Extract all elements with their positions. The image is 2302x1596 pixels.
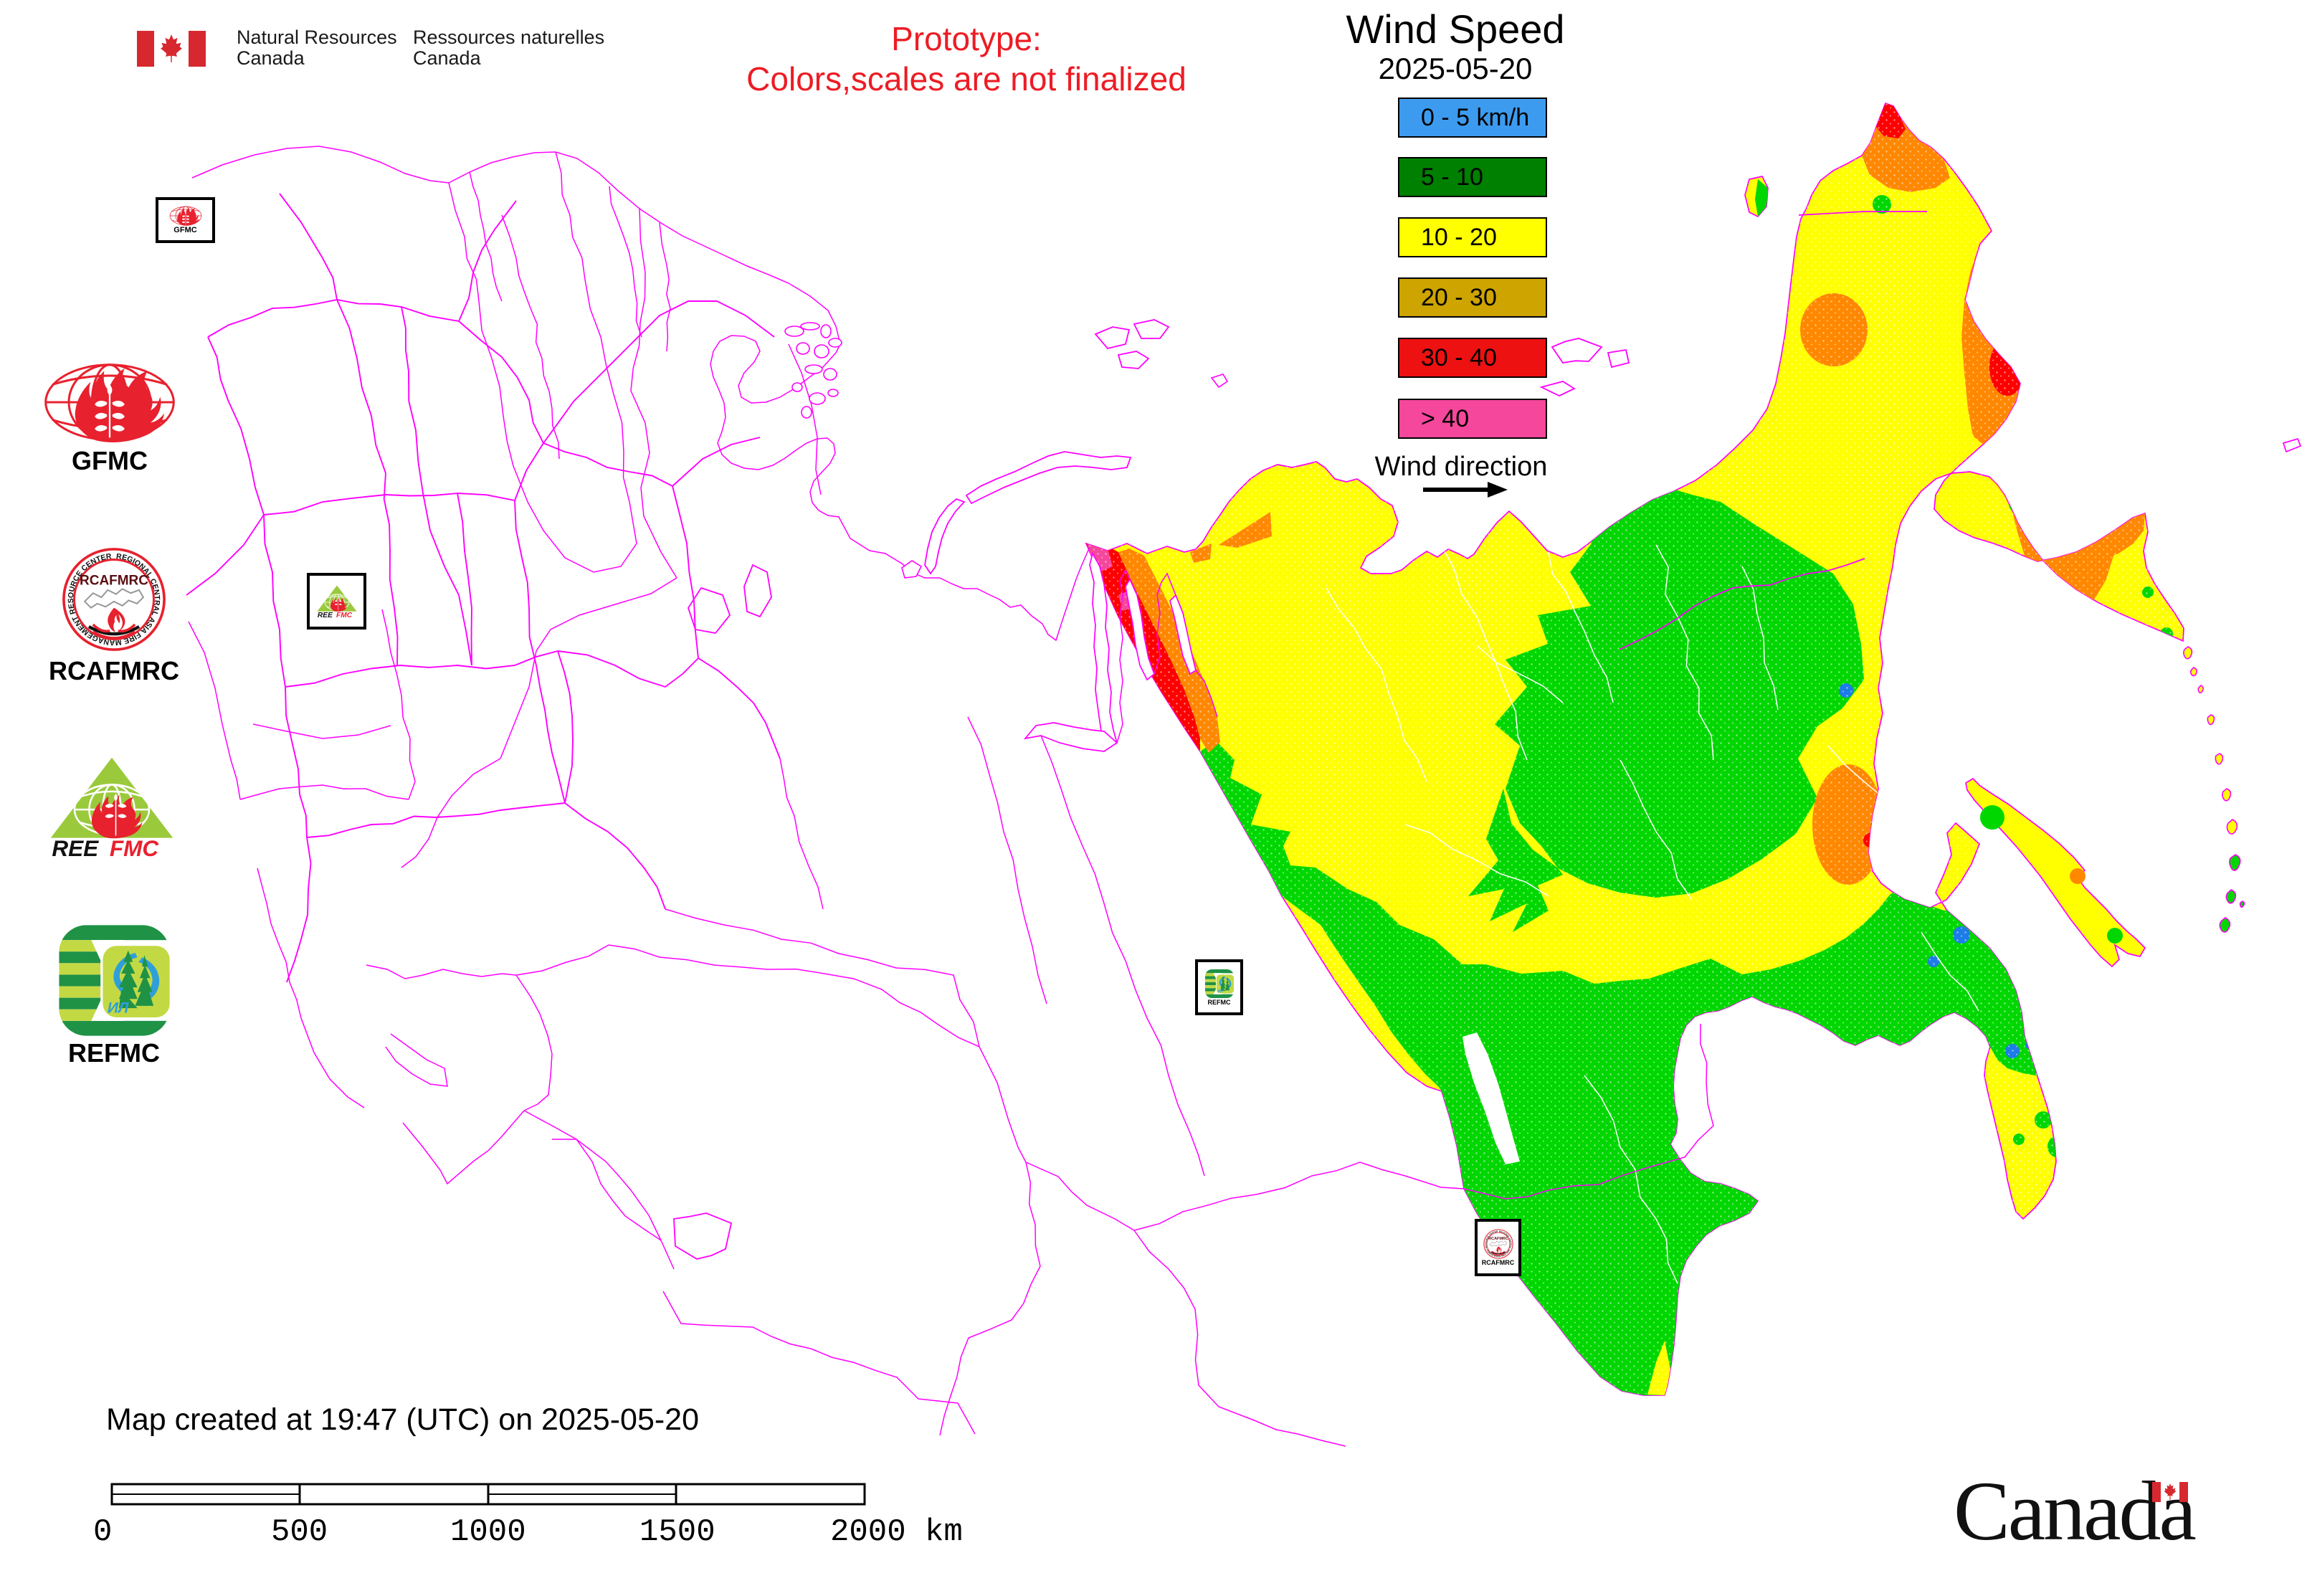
svg-text:RCAFMRC: RCAFMRC	[1488, 1237, 1508, 1241]
svg-text:REE: REE	[317, 611, 333, 617]
svg-text:REE: REE	[52, 835, 99, 858]
svg-text:FMC: FMC	[336, 611, 352, 617]
svg-text:ИЛ: ИЛ	[108, 1000, 129, 1017]
svg-text:FMC: FMC	[110, 835, 160, 858]
svg-text:RCAFMRC: RCAFMRC	[80, 574, 148, 589]
svg-text:ИЛ: ИЛ	[1217, 989, 1223, 994]
